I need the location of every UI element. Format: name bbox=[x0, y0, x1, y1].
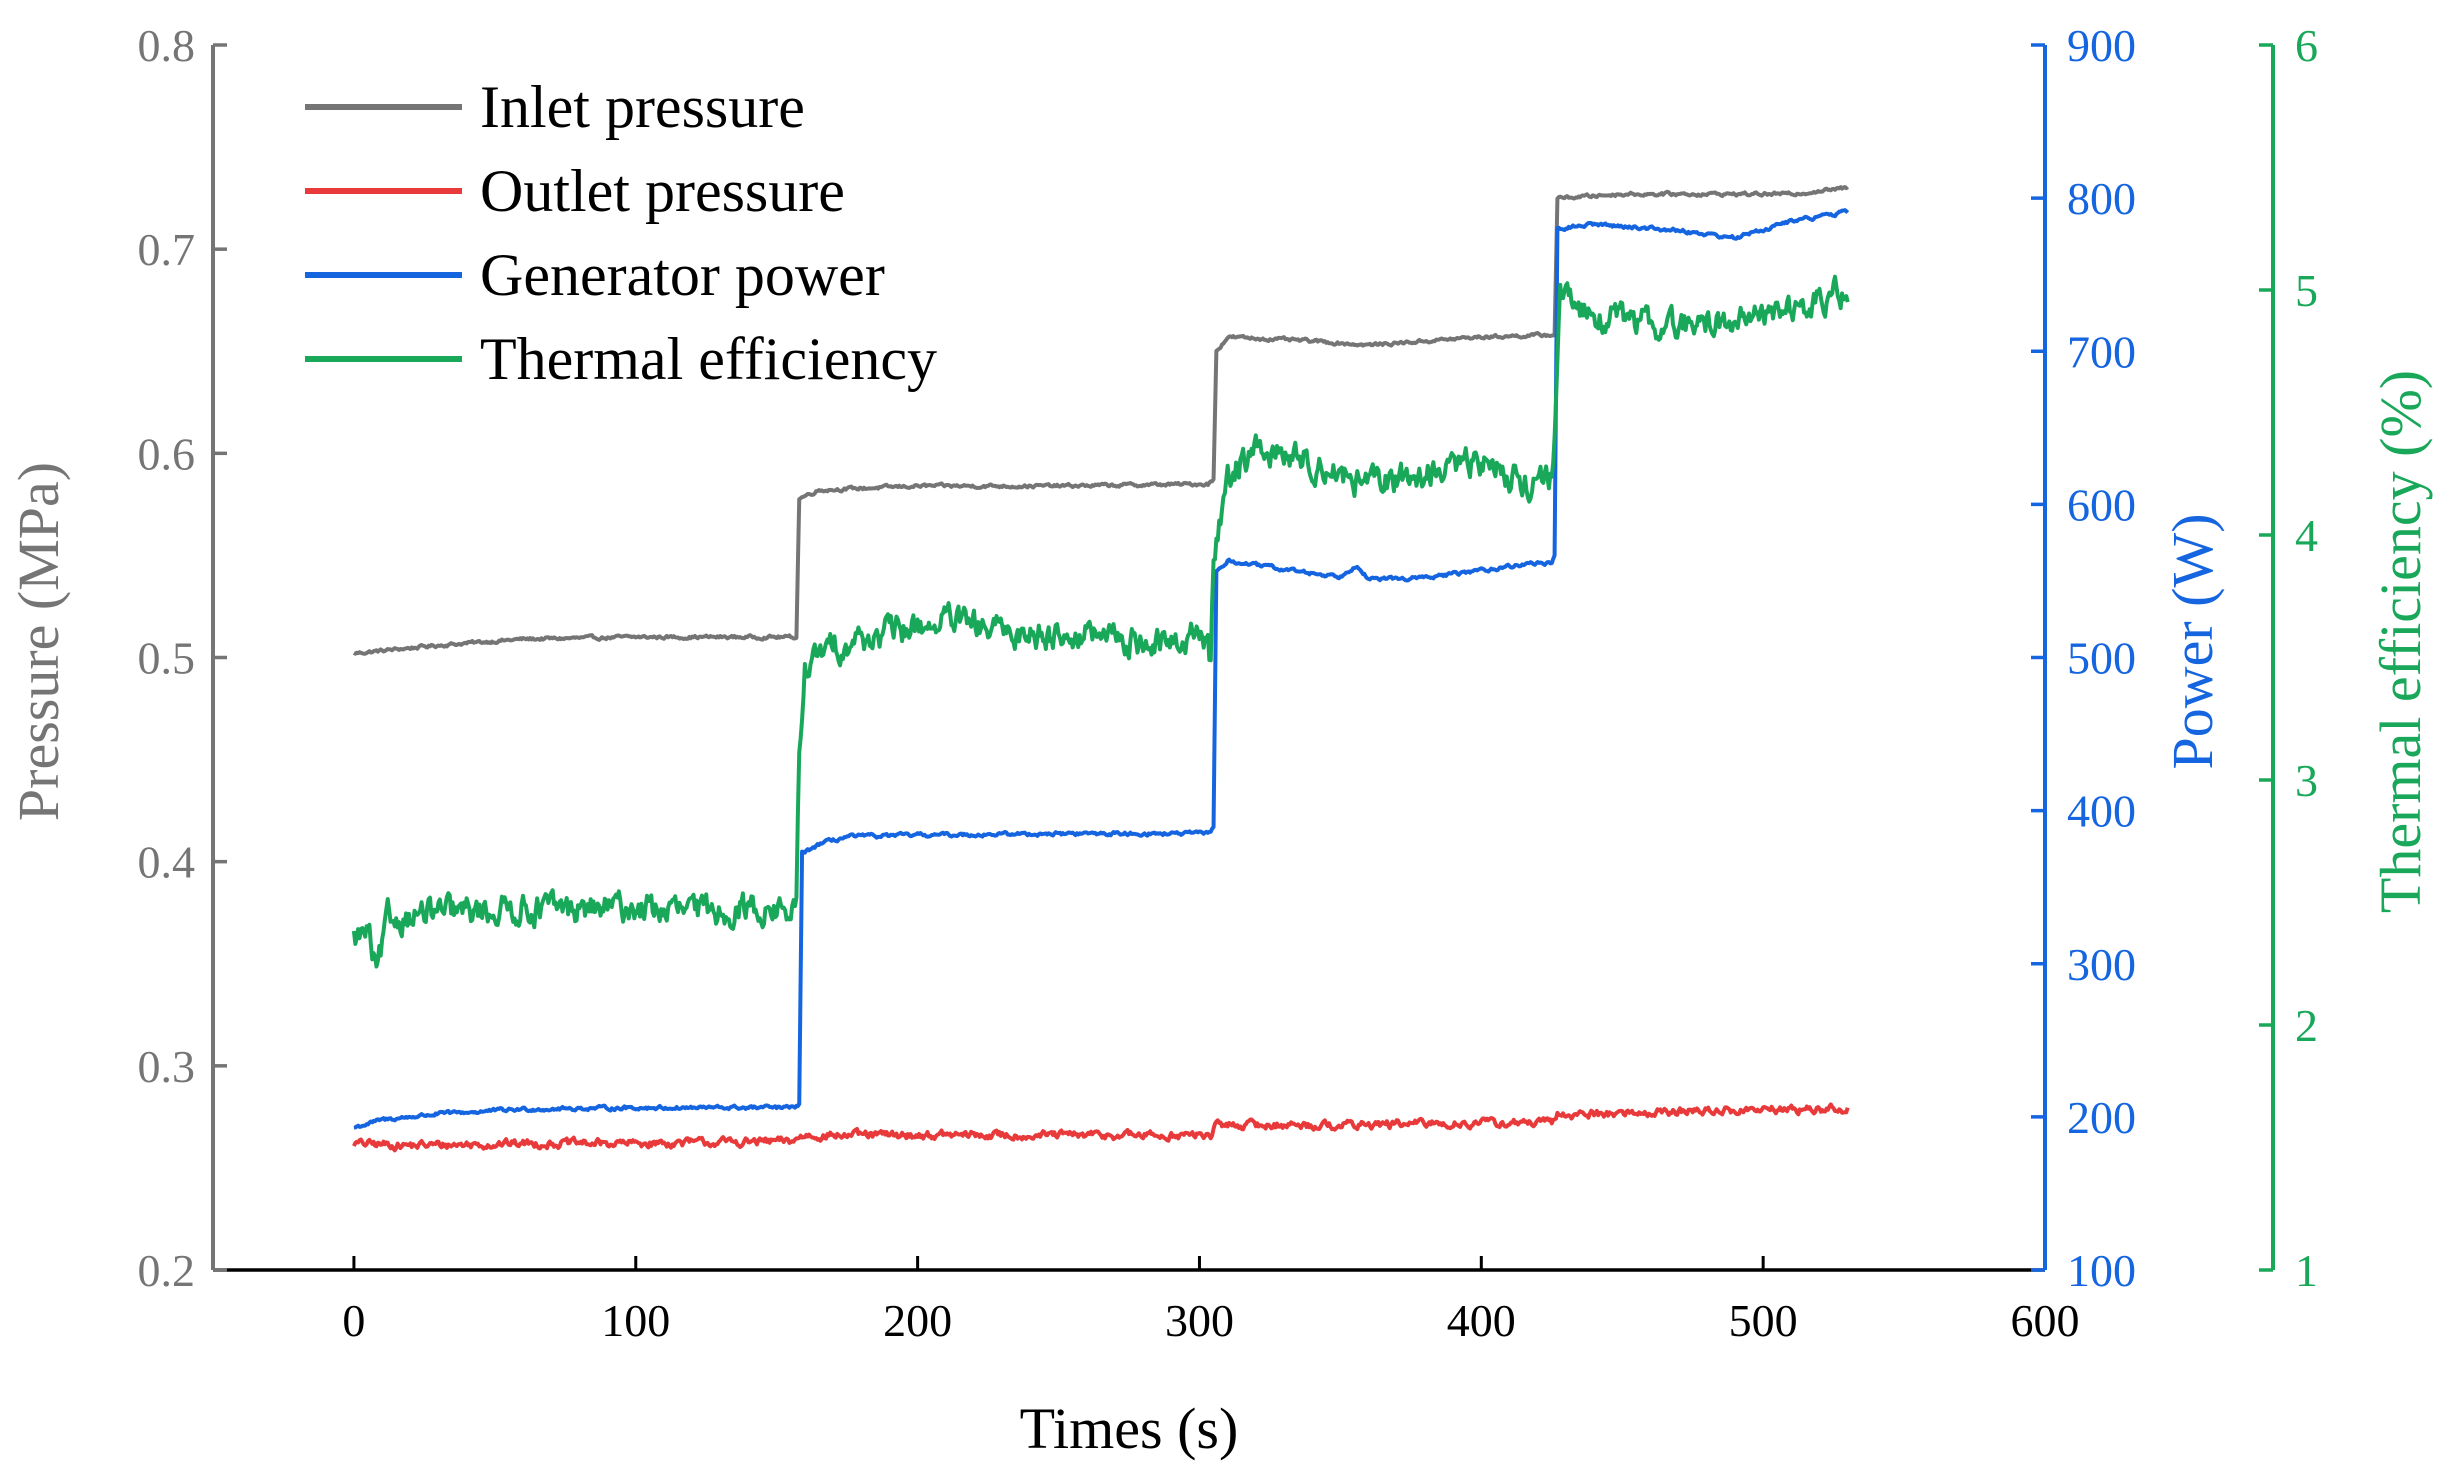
power-tick-label: 700 bbox=[2067, 326, 2136, 377]
efficiency-tick-label: 4 bbox=[2295, 510, 2318, 561]
legend-label-thermal-efficiency: Thermal efficiency bbox=[480, 326, 937, 392]
series-line-outlet-pressure bbox=[352, 1102, 1850, 1153]
pressure-tick-label: 0.6 bbox=[138, 428, 196, 479]
pressure-tick-label: 0.7 bbox=[138, 224, 196, 275]
efficiency-tick-label: 3 bbox=[2295, 755, 2318, 806]
efficiency-axis-title: Thermal efficiency (%) bbox=[2368, 370, 2433, 913]
power-tick-label: 300 bbox=[2067, 939, 2136, 990]
x-tick-label: 100 bbox=[601, 1295, 670, 1346]
x-tick-label: 400 bbox=[1447, 1295, 1516, 1346]
pressure-axis-title: Pressure (MPa) bbox=[6, 462, 71, 821]
power-tick-label: 800 bbox=[2067, 173, 2136, 224]
power-tick-label: 900 bbox=[2067, 20, 2136, 71]
x-tick-label: 0 bbox=[342, 1295, 365, 1346]
pressure-tick-label: 0.5 bbox=[138, 633, 196, 684]
efficiency-tick-label: 5 bbox=[2295, 265, 2318, 316]
power-tick-label: 400 bbox=[2067, 786, 2136, 837]
x-tick-label: 200 bbox=[883, 1295, 952, 1346]
pressure-tick-label: 0.8 bbox=[138, 20, 196, 71]
x-tick-label: 500 bbox=[1729, 1295, 1798, 1346]
legend-label-inlet-pressure: Inlet pressure bbox=[480, 74, 805, 140]
pressure-tick-label: 0.3 bbox=[138, 1041, 196, 1092]
series-line-thermal-efficiency bbox=[351, 274, 1850, 969]
x-tick-label: 300 bbox=[1165, 1295, 1234, 1346]
x-tick-label: 600 bbox=[2011, 1295, 2080, 1346]
efficiency-tick-label: 6 bbox=[2295, 20, 2318, 71]
legend-label-outlet-pressure: Outlet pressure bbox=[480, 158, 845, 224]
axes: 0 100 200 300 400 500 600 Times (s) 0.2 0.3 0.4 0.5… bbox=[6, 20, 2433, 1461]
power-tick-label: 200 bbox=[2067, 1092, 2136, 1143]
pressure-tick-label: 0.2 bbox=[138, 1245, 196, 1296]
series-lines bbox=[351, 185, 1850, 1153]
power-tick-label: 500 bbox=[2067, 633, 2136, 684]
power-axis-title: Power (W) bbox=[2160, 513, 2225, 769]
legend: Inlet pressure Outlet pressure Generator p… bbox=[305, 74, 937, 392]
efficiency-tick-label: 1 bbox=[2295, 1245, 2318, 1296]
legend-label-generator-power: Generator power bbox=[480, 242, 885, 308]
series-line-inlet-pressure bbox=[352, 185, 1850, 656]
efficiency-tick-label: 2 bbox=[2295, 1000, 2318, 1051]
power-tick-label: 100 bbox=[2067, 1245, 2136, 1296]
series-line-generator-power bbox=[353, 208, 1850, 1130]
pressure-tick-label: 0.4 bbox=[138, 837, 196, 888]
power-tick-label: 600 bbox=[2067, 479, 2136, 530]
x-axis-title: Times (s) bbox=[1020, 1396, 1239, 1461]
